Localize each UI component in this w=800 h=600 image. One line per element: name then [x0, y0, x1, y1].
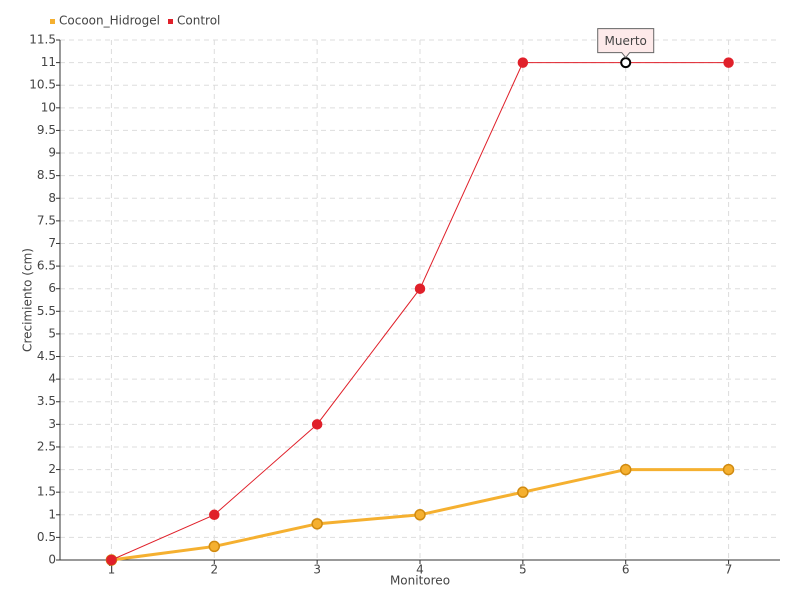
data-point — [106, 554, 117, 566]
y-tick-label: 2 — [48, 462, 56, 476]
y-tick-label: 11.5 — [29, 33, 56, 47]
x-tick-label: 4 — [416, 563, 424, 577]
y-tick-label: 3.5 — [37, 394, 56, 408]
data-point — [517, 57, 529, 68]
x-tick-label: 6 — [622, 563, 630, 577]
data-point — [414, 509, 426, 521]
data-point — [414, 283, 426, 294]
y-tick-label: 4.5 — [37, 349, 56, 363]
y-tick-label: 9.5 — [37, 123, 56, 137]
y-tick-label: 8.5 — [37, 168, 56, 182]
y-tick-label: 1.5 — [37, 485, 56, 499]
y-tick-label: 4 — [48, 372, 56, 386]
y-axis-label: Crecimiento (cm) — [21, 248, 35, 352]
y-tick-label: 6.5 — [37, 259, 56, 273]
y-tick-label: 0 — [48, 553, 56, 567]
y-tick-label: 1 — [48, 507, 56, 521]
data-point — [620, 57, 632, 69]
data-point — [208, 540, 221, 553]
annotation-text: Muerto — [605, 34, 647, 48]
x-tick-label: 3 — [313, 563, 321, 577]
x-tick-label: 7 — [725, 563, 733, 577]
y-tick-label: 5.5 — [37, 304, 56, 318]
y-tick-label: 10 — [41, 100, 56, 114]
y-tick-label: 9 — [48, 146, 56, 160]
legend-swatch — [50, 19, 55, 24]
y-tick-label: 5 — [48, 326, 56, 340]
data-point — [722, 463, 735, 476]
y-tick-label: 6 — [48, 281, 56, 295]
x-tick-label: 1 — [108, 563, 116, 577]
y-tick-label: 0.5 — [37, 530, 56, 544]
legend-label: Cocoon_Hidrogel — [59, 14, 160, 28]
y-tick-label: 10.5 — [29, 78, 56, 92]
y-tick-label: 3 — [48, 417, 56, 431]
data-point — [619, 463, 632, 476]
data-point — [723, 57, 734, 68]
legend-swatch — [168, 19, 173, 24]
annotation-box — [597, 28, 655, 59]
grid — [60, 39, 780, 560]
legend-label: Control — [177, 14, 220, 28]
x-axis-label: Monitoreo — [390, 574, 450, 588]
y-tick-label: 11 — [41, 55, 56, 69]
data-point — [517, 486, 529, 498]
y-tick-label: 7 — [48, 236, 56, 250]
y-tick-label: 7.5 — [37, 213, 56, 227]
y-tick-label: 8 — [48, 191, 56, 205]
data-point — [311, 419, 323, 430]
x-tick-label: 2 — [210, 563, 218, 577]
data-point — [209, 509, 220, 521]
x-tick-label: 5 — [519, 563, 527, 577]
data-point — [311, 518, 323, 530]
y-tick-label: 2.5 — [37, 439, 56, 453]
